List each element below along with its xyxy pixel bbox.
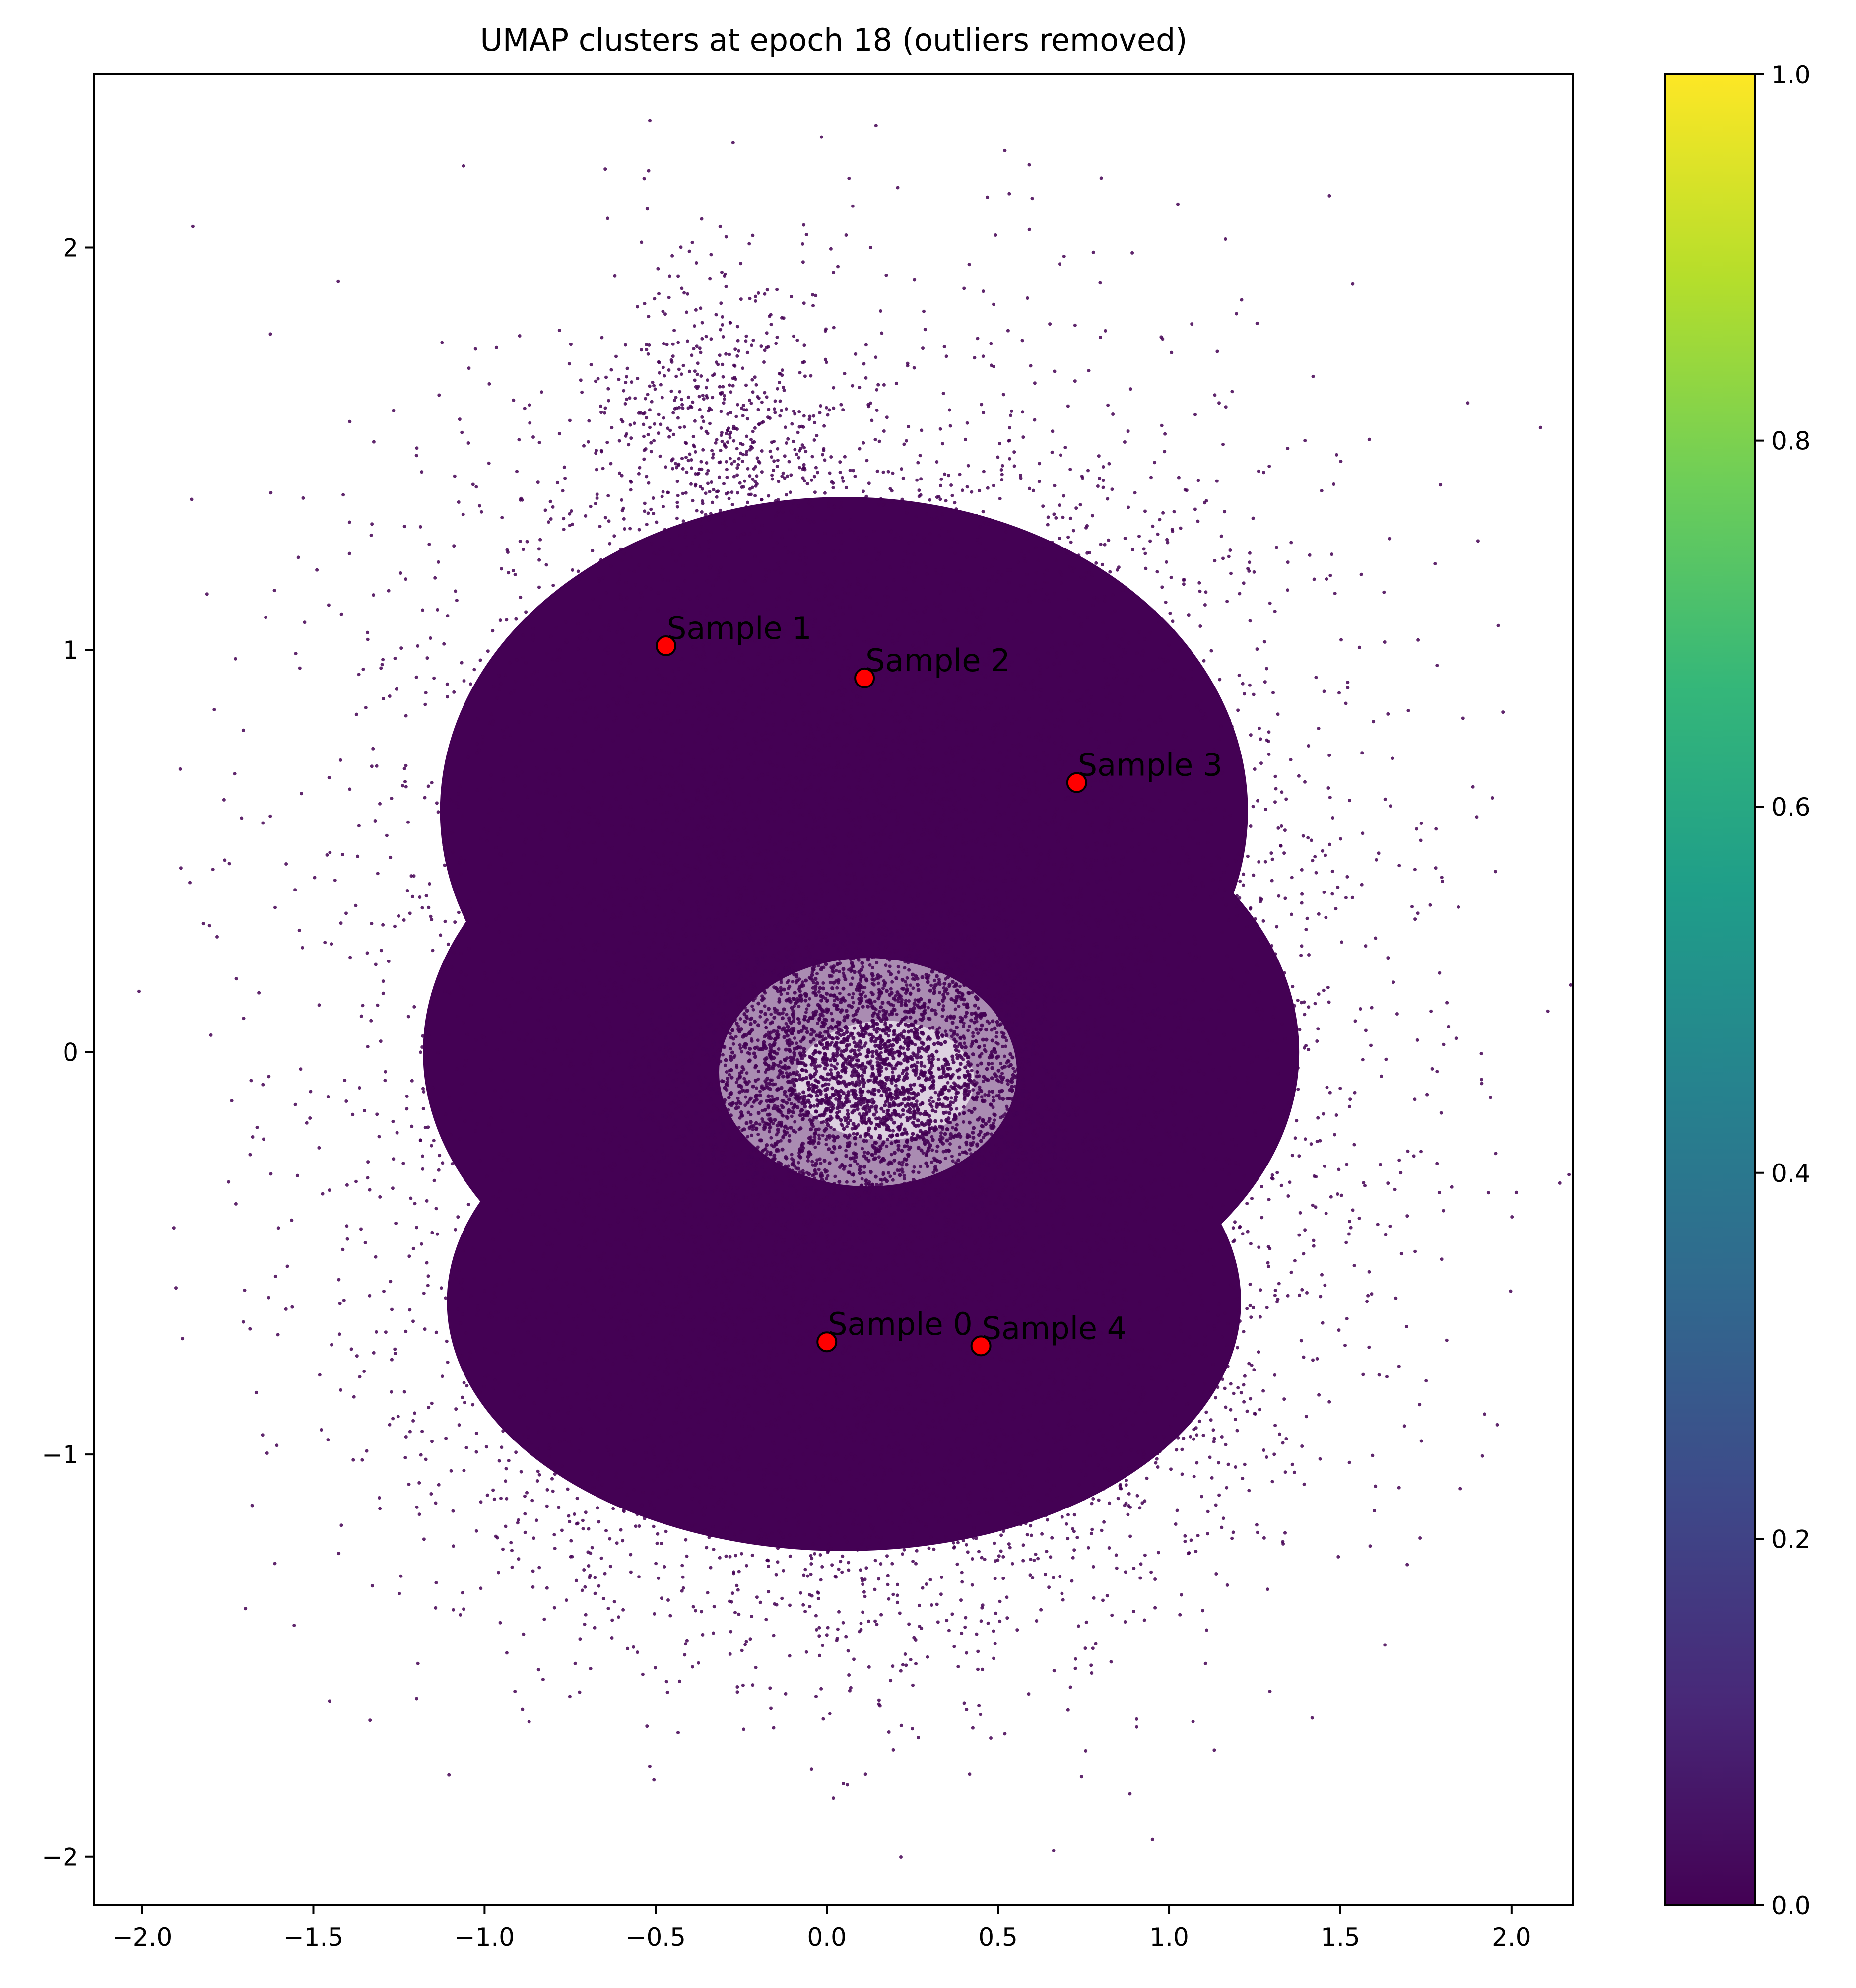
x-tick-label: 1.0 <box>1149 1923 1189 1952</box>
x-tick-label: −2.0 <box>112 1923 172 1952</box>
y-tick-label: −2 <box>42 1843 78 1872</box>
sample-marker <box>854 667 875 688</box>
x-tick-label: −1.5 <box>283 1923 343 1952</box>
colorbar-axis: 0.0 0.2 0.4 0.6 0.8 1.0 <box>1755 61 1811 1920</box>
y-tick-label: 0 <box>63 1038 78 1067</box>
x-tick-label: −1.0 <box>455 1923 515 1952</box>
x-tick-label: 0.5 <box>978 1923 1018 1952</box>
y-tick-label: 1 <box>63 636 78 665</box>
x-tick-label: 0.0 <box>807 1923 847 1952</box>
x-tick-label: 2.0 <box>1492 1923 1531 1952</box>
sample-marker <box>816 1331 838 1353</box>
sample-label: Sample 1 <box>667 610 812 646</box>
colorbar-tick-label: 1.0 <box>1771 61 1811 89</box>
x-axis: −2.0 −1.5 −1.0 −0.5 0.0 0.5 1.0 1.5 2.0 <box>112 1905 1531 1952</box>
colorbar-tick-label: 0.8 <box>1771 427 1811 456</box>
scatter-cloud <box>137 119 1573 1859</box>
sample-marker <box>655 635 676 656</box>
x-tick-label: −0.5 <box>626 1923 686 1952</box>
colorbar-tick-label: 0.4 <box>1771 1159 1811 1188</box>
colorbar-bar <box>1664 73 1756 1906</box>
sample-label: Sample 3 <box>1078 747 1223 783</box>
colorbar-tick-label: 0.6 <box>1771 793 1811 822</box>
y-tick-label: 2 <box>63 234 78 263</box>
sample-marker <box>1066 772 1087 793</box>
cloud-fringe <box>137 119 1573 1859</box>
plot-frame <box>93 73 1574 1906</box>
colorbar-tick-label: 0.0 <box>1771 1891 1811 1920</box>
x-tick-label: 1.5 <box>1321 1923 1360 1952</box>
sample-label: Sample 2 <box>865 642 1010 679</box>
colorbar-tick-label: 0.2 <box>1771 1525 1811 1554</box>
sample-markers: Sample 0 Sample 1 Sample 2 Sample 3 Sample 4 <box>655 610 1223 1357</box>
chart-title: UMAP clusters at epoch 18 (outliers remo… <box>480 22 1187 58</box>
sample-label: Sample 4 <box>982 1310 1127 1346</box>
y-tick-label: −1 <box>42 1440 78 1469</box>
sample-marker <box>970 1335 992 1357</box>
sample-label: Sample 0 <box>828 1306 973 1342</box>
y-axis: 2 1 0 −1 −2 <box>42 234 94 1872</box>
